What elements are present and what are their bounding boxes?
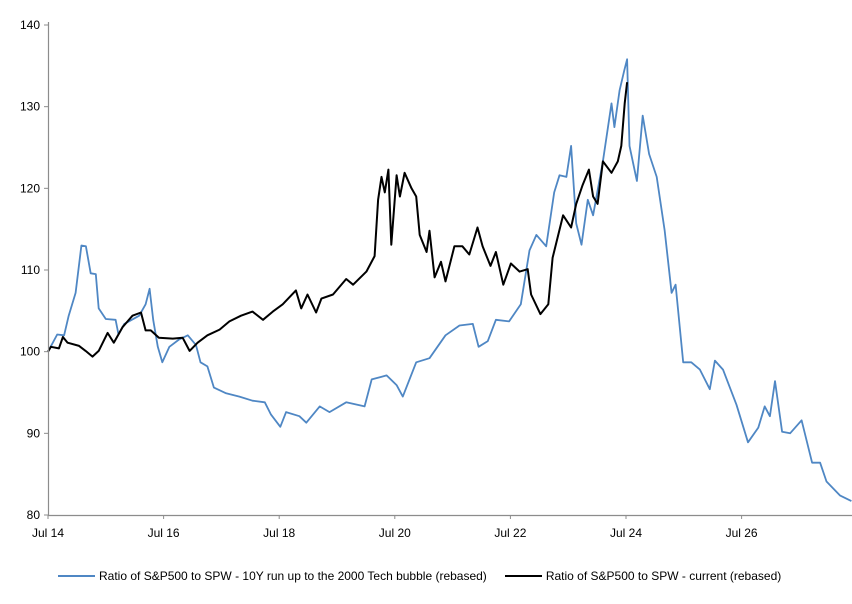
series-line-current xyxy=(47,82,629,358)
series-line-tech-bubble xyxy=(47,58,852,502)
ticks-layer: 80 90 100 110 120 130 140 Jul 14 Jul 16 Jul 18 Jul… xyxy=(20,18,758,540)
y-tick-label: 80 xyxy=(27,508,41,522)
y-tick-label: 130 xyxy=(20,100,40,114)
x-tick-label: Jul 18 xyxy=(263,526,295,540)
legend-label-current: Ratio of S&P500 to SPW - current (rebase… xyxy=(545,569,782,583)
y-tick-label: 120 xyxy=(20,181,40,195)
y-tick-label: 140 xyxy=(20,18,40,32)
legend-swatch-black xyxy=(504,575,542,577)
legend-item-tech-bubble: Ratio of S&P500 to SPW - 10Y run up to t… xyxy=(58,569,487,583)
y-tick-label: 110 xyxy=(21,263,40,277)
x-tick-label: Jul 14 xyxy=(32,526,64,540)
legend-label-tech-bubble: Ratio of S&P500 to SPW - 10Y run up to t… xyxy=(99,569,487,583)
x-tick-label: Jul 20 xyxy=(379,526,411,540)
legend: Ratio of S&P500 to SPW - 10Y run up to t… xyxy=(58,569,799,583)
x-tick-label: Jul 26 xyxy=(726,526,758,540)
y-tick-label: 100 xyxy=(20,345,40,359)
x-tick-label: Jul 22 xyxy=(494,526,526,540)
series-layer xyxy=(47,58,852,502)
legend-item-current: Ratio of S&P500 to SPW - current (rebase… xyxy=(504,569,782,583)
y-tick-label: 90 xyxy=(27,426,41,440)
x-tick-label: Jul 24 xyxy=(610,526,642,540)
legend-swatch-blue xyxy=(58,575,95,577)
x-tick-label: Jul 16 xyxy=(148,526,180,540)
